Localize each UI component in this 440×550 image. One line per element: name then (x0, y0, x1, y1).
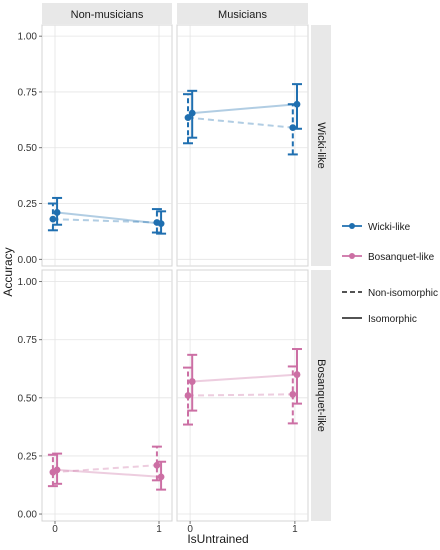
x-tick-label: 0 (52, 524, 58, 535)
data-point (184, 392, 192, 399)
y-tick-label: 0.50 (18, 393, 38, 404)
series-non-isomorphic (183, 93, 298, 156)
data-point (49, 215, 57, 223)
series-isomorphic (52, 196, 167, 235)
data-point (293, 371, 301, 378)
data-point (157, 220, 165, 228)
series-line-isomorphic (57, 468, 162, 478)
series-isomorphic (187, 83, 302, 139)
panel-non-musicians-wicki-like (41, 24, 173, 267)
panel-background (41, 24, 173, 267)
data-point (184, 114, 192, 122)
legend-item-isomorphic: Isomorphic (342, 314, 417, 325)
data-point (289, 124, 297, 132)
axes-layer: 0.00 0.25 0.50 0.75 1.00 0.00 0.25 0.50 0.75 1.00… (18, 32, 299, 535)
panel-background (176, 24, 309, 267)
x-axis-title: IsUntrained (187, 532, 248, 546)
legend-label-bosanquet-like: Bosanquet-like (368, 252, 435, 263)
y-tick-label: 1.00 (18, 32, 38, 43)
facet-strip-row-0 (311, 25, 331, 266)
facet-strip-row-1 (311, 270, 331, 521)
panel-background (176, 269, 309, 522)
y-tick-label: 0.75 (18, 87, 38, 98)
legend-item-wicki-like: Wicki-like (342, 222, 411, 233)
legend-label-isomorphic: Isomorphic (368, 314, 417, 325)
y-tick-label: 0.75 (18, 335, 38, 346)
legend-label-non-isomorphic: Non-isomorphic (368, 288, 438, 299)
legend-key-point-wicki (349, 223, 355, 229)
y-tick-label: 0.25 (18, 451, 38, 462)
series-line-isomorphic (192, 373, 298, 383)
series-line-non-isomorphic (52, 218, 157, 224)
y-tick-label: 0.50 (18, 143, 38, 154)
y-tick-label: 0.00 (18, 510, 38, 521)
data-point (289, 390, 297, 398)
legend-item-non-isomorphic: Non-isomorphic (342, 288, 438, 299)
legend-label-wicki-like: Wicki-like (368, 222, 411, 233)
y-axis-title: Accuracy (1, 247, 15, 296)
facet-strip-col-1 (177, 3, 308, 24)
facet-label-row-1: Bosanquet-like (315, 359, 327, 432)
facet-label-col-1: Musicians (218, 9, 267, 21)
series-line-isomorphic (56, 211, 162, 225)
panel-musicians-bosanquet-like (176, 269, 309, 522)
data-point (157, 473, 165, 481)
series-line-non-isomorphic (187, 393, 293, 397)
x-tick-label: 1 (292, 524, 298, 535)
x-tick-label: 1 (156, 524, 162, 535)
series-line-non-isomorphic (52, 464, 157, 474)
series-isomorphic (52, 452, 167, 491)
data-point (153, 461, 161, 469)
y-tick-label: 0.00 (18, 255, 38, 266)
x-tick-label: 0 (187, 524, 193, 535)
facet-strip-col-0 (42, 3, 172, 24)
series-isomorphic (187, 348, 302, 412)
data-point (293, 100, 301, 108)
facet-label-row-0: Wicki-like (315, 122, 327, 168)
data-point (188, 109, 196, 117)
panel-non-musicians-bosanquet-like (41, 269, 173, 522)
legend-key-point-bosanquet (349, 253, 355, 259)
data-point (188, 378, 196, 385)
facet-label-col-0: Non-musicians (71, 9, 144, 21)
y-tick-label: 1.00 (18, 277, 38, 288)
data-point (53, 466, 61, 474)
series-line-isomorphic (192, 103, 298, 115)
legend: Wicki-like Bosanquet-like Non-isomorphic… (342, 222, 438, 325)
legend-item-bosanquet-like: Bosanquet-like (342, 252, 435, 263)
panel-background (41, 269, 173, 522)
y-tick-label: 0.25 (18, 199, 38, 210)
panel-musicians-wicki-like (176, 24, 309, 267)
series-line-non-isomorphic (187, 116, 293, 129)
data-point (53, 209, 61, 216)
